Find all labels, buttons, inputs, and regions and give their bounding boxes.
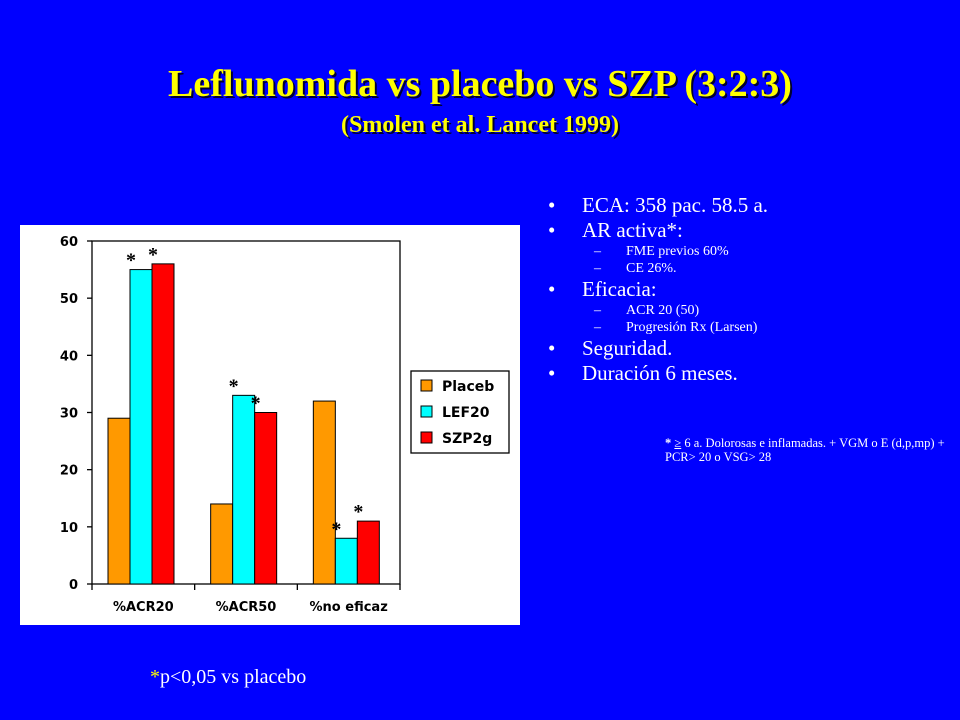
footnote-star: * [665,436,672,450]
bullet-text: AR activa*: [582,218,683,242]
significance-marker: * [353,501,363,523]
legend-swatch [420,405,433,418]
bullet-item: AR activa*: [548,218,948,243]
significance-marker: * [126,250,136,272]
bar [312,400,336,585]
y-tick-label: 0 [69,578,78,593]
legend-label: SZP2g [442,431,492,447]
sub-bullet-item: FME previos 60% [548,243,948,260]
bar [232,394,256,585]
significance-marker: * [251,393,261,415]
bullet-item: Eficacia: [548,277,948,302]
legend-swatch [420,431,433,444]
x-category-label: %ACR20 [113,600,174,615]
legend-label: Placeb [442,379,494,395]
bar [210,503,234,585]
sub-bullet-list: ACR 20 (50)Progresión Rx (Larsen) [548,302,948,336]
x-category-label: %no eficaz [310,600,388,615]
sub-bullet-item: CE 26%. [548,260,948,277]
slide-subtitle: (Smolen et al. Lancet 1999) [341,112,619,138]
sub-bullet-list: FME previos 60%CE 26%. [548,243,948,277]
y-tick-label: 60 [60,235,78,250]
y-tick-label: 50 [60,292,78,307]
bar [151,263,175,585]
bullet-item: ECA: 358 pac. 58.5 a. [548,193,948,218]
significance-marker: * [331,518,341,540]
bar [334,537,358,585]
y-tick-label: 40 [60,349,78,364]
x-category-label: %ACR50 [216,600,277,615]
legend-swatch [420,379,433,392]
bar [356,520,380,585]
bar [129,269,153,585]
criteria-footnote: * ≥ 6 a. Dolorosas e inflamadas. + VGM o… [665,436,955,464]
legend-label: LEF20 [442,405,490,421]
bullet-text: Eficacia: [582,277,657,301]
footnote-symbol: ≥ [674,436,682,450]
bar [254,412,278,585]
bar [107,417,131,585]
significance-marker: * [229,375,239,397]
y-tick-label: 10 [60,521,78,536]
y-tick-label: 20 [60,464,78,479]
y-tick-label: 30 [60,407,78,422]
footnote-text: 6 a. Dolorosas e inflamadas. + VGM o E (… [665,436,945,464]
sub-bullet-item: ACR 20 (50) [548,302,948,319]
sub-bullet-item: Progresión Rx (Larsen) [548,319,948,336]
bullet-item: Seguridad. [548,336,948,361]
bullet-text: ECA: 358 pac. 58.5 a. [582,193,769,217]
bullet-item: Duración 6 meses. [548,361,948,386]
bullet-text: Duración 6 meses. [582,361,738,385]
significance-note-star: * [150,666,160,688]
significance-note-text: p<0,05 vs placebo [160,666,307,688]
bullet-list: ECA: 358 pac. 58.5 a.AR activa*:FME prev… [548,193,948,386]
significance-note: *p<0,05 vs placebo [150,666,306,689]
significance-marker: * [148,244,158,266]
bullet-text: Seguridad. [582,336,673,360]
slide-title: Leflunomida vs placebo vs SZP (3:2:3) [168,63,792,105]
